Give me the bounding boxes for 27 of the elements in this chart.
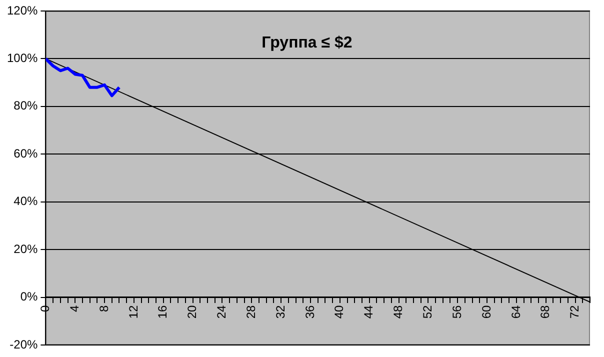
x-tick-label: 60 [479, 304, 494, 319]
x-tick-label: 12 [126, 304, 140, 319]
y-tick-label: -20% [10, 337, 38, 352]
x-tick-label: 4 [67, 304, 82, 312]
y-tick-label: 100% [6, 51, 38, 66]
x-tick-label: 44 [362, 304, 376, 319]
y-tick-label: 60% [14, 146, 38, 160]
x-tick-label: 64 [508, 304, 523, 319]
x-tick-label: 20 [185, 304, 200, 319]
x-tick-label: 72 [568, 304, 582, 319]
y-tick-label: 20% [14, 242, 38, 256]
x-tick-label: 48 [391, 304, 406, 319]
x-tick-label: 40 [332, 304, 346, 319]
y-tick-label: 120% [6, 3, 38, 18]
text: Группа ≤ $2 [262, 34, 352, 52]
x-tick-label: 52 [420, 304, 434, 319]
x-tick-label: 32 [273, 304, 288, 319]
x-tick-label: 36 [302, 304, 317, 319]
y-tick-label: 80% [14, 98, 38, 113]
y-tick-label: 0% [20, 290, 38, 304]
x-tick-label: 8 [96, 304, 111, 312]
x-tick-label: 16 [156, 304, 170, 319]
y-tick-label: 40% [14, 194, 38, 208]
x-tick-label: 28 [244, 304, 258, 319]
x-tick-label: 56 [450, 304, 464, 319]
x-tick-label: 68 [538, 304, 552, 319]
x-tick-label: 24 [214, 304, 229, 319]
